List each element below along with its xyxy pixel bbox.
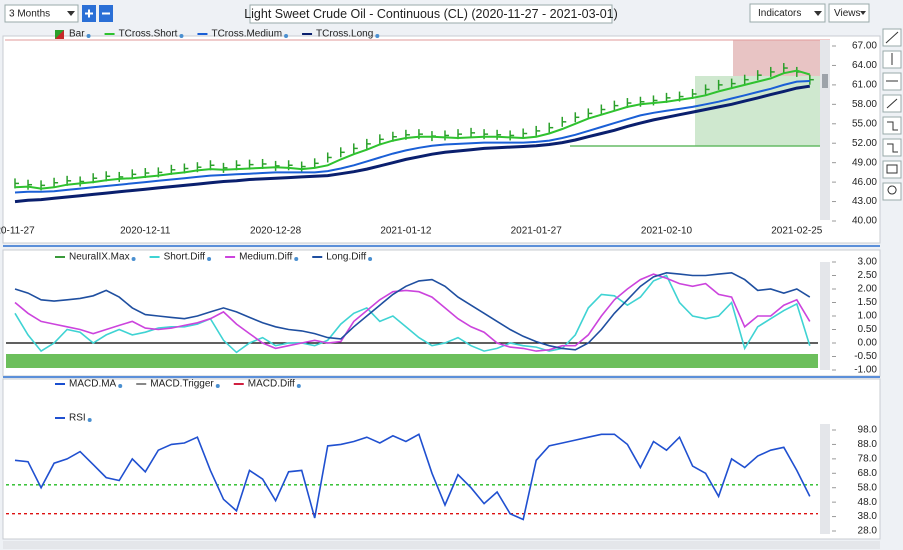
y-tick-label: -1.00 xyxy=(854,365,877,376)
legend-dot xyxy=(86,34,91,38)
scrollbar[interactable] xyxy=(820,40,830,220)
y-tick-label: 0.00 xyxy=(858,338,878,349)
y-tick-label: 88.0 xyxy=(858,439,878,450)
legend-label: TCross.Medium xyxy=(211,29,282,40)
y-tick-label: 1.50 xyxy=(858,297,878,308)
legend-dot xyxy=(207,257,212,261)
y-tick-label: 98.0 xyxy=(858,425,878,436)
legend-dot xyxy=(131,257,136,261)
scrollbar[interactable] xyxy=(820,424,830,534)
legend-dot xyxy=(179,34,184,38)
series-line xyxy=(14,84,811,204)
resistance-zone xyxy=(733,40,830,76)
range-dropdown[interactable] xyxy=(4,4,79,23)
y-tick-label: 78.0 xyxy=(858,453,878,464)
legend-dot xyxy=(284,34,289,38)
x-tick-label: 2020-12-28 xyxy=(250,226,302,237)
x-tick-label: 20-11-27 xyxy=(0,226,35,237)
series-line xyxy=(14,271,811,351)
legend-dot xyxy=(375,34,380,38)
x-tick-label: 2021-02-25 xyxy=(771,226,823,237)
indicators-label: Indicators xyxy=(758,8,801,19)
dropdown-arrow xyxy=(814,11,822,16)
scrollbar[interactable] xyxy=(820,262,830,370)
y-tick-label: 58.00 xyxy=(852,99,877,110)
legend-dot xyxy=(87,418,92,422)
y-tick-label: 48.0 xyxy=(858,497,878,508)
series-line xyxy=(14,273,811,352)
legend-label: Bar xyxy=(69,29,85,40)
y-tick-label: 58.0 xyxy=(858,482,878,493)
tool-button[interactable] xyxy=(882,160,902,179)
plus-icon xyxy=(85,9,93,18)
neuralix-strip xyxy=(6,354,818,368)
y-tick-label: 52.00 xyxy=(852,138,877,149)
y-tick-label: 28.0 xyxy=(858,526,878,537)
legend-label: TCross.Long xyxy=(316,29,373,40)
y-tick-label: 40.00 xyxy=(852,216,877,227)
y-tick-label: 43.00 xyxy=(852,196,877,207)
views-dropdown[interactable] xyxy=(828,3,870,23)
legend-label: TCross.Short xyxy=(119,29,178,40)
y-tick-label: 61.00 xyxy=(852,80,877,91)
views-label: Views xyxy=(834,8,861,19)
y-tick-label: 38.0 xyxy=(858,511,878,522)
tool-button[interactable] xyxy=(882,116,902,135)
legend-label: Medium.Diff xyxy=(239,252,292,263)
x-tick-label: 2021-01-12 xyxy=(380,226,432,237)
legend-dot xyxy=(118,384,123,388)
y-tick-label: 2.00 xyxy=(858,284,878,295)
y-tick-label: 3.00 xyxy=(858,257,878,268)
legend-label: MACD.Diff xyxy=(248,379,295,390)
series-line xyxy=(14,274,811,354)
dropdown-arrow xyxy=(860,11,866,15)
tool-button[interactable] xyxy=(882,182,902,201)
legend-dot xyxy=(215,384,220,388)
series-line xyxy=(14,69,811,190)
legend-dot xyxy=(368,257,373,261)
y-tick-label: 55.00 xyxy=(852,118,877,129)
rsi-panel xyxy=(2,378,881,540)
y-tick-label: 1.00 xyxy=(858,311,878,322)
legend-dot xyxy=(294,257,299,261)
range-label: 3 Months xyxy=(9,9,50,20)
legend-swatch xyxy=(55,30,64,39)
y-tick-label: 64.00 xyxy=(852,60,877,71)
legend-label: Long.Diff xyxy=(326,252,366,263)
legend-label: Short.Diff xyxy=(164,252,206,263)
x-tick-label: 2021-01-27 xyxy=(511,226,563,237)
y-tick-label: 67.00 xyxy=(852,41,877,52)
chart-title: Light Sweet Crude Oil - Continuous (CL) … xyxy=(244,7,618,21)
legend-label: MACD.MA xyxy=(69,379,117,390)
legend-dot xyxy=(296,384,301,388)
title-box xyxy=(249,4,613,24)
series-line xyxy=(14,80,810,194)
tool-icons xyxy=(885,31,899,195)
dropdown-arrow xyxy=(67,11,75,16)
y-tick-label: 2.50 xyxy=(858,270,878,281)
series-line xyxy=(14,433,811,521)
y-tick-label: 68.0 xyxy=(858,468,878,479)
y-tick-label: 0.50 xyxy=(858,324,878,335)
scroll-thumb[interactable] xyxy=(822,74,828,88)
y-tick-label: -0.50 xyxy=(854,351,877,362)
horizontal-scrollbar[interactable] xyxy=(3,541,880,549)
y-tick-label: 49.00 xyxy=(852,157,877,168)
indicators-dropdown[interactable] xyxy=(749,3,826,23)
legend-label: NeuralIX.Max xyxy=(69,252,130,263)
x-tick-label: 2021-02-10 xyxy=(641,226,693,237)
tool-button[interactable] xyxy=(882,138,902,157)
legend-label: MACD.Trigger xyxy=(150,379,214,390)
legend-label: RSI xyxy=(69,413,86,424)
y-tick-label: 46.00 xyxy=(852,177,877,188)
x-tick-label: 2020-12-11 xyxy=(120,226,171,237)
